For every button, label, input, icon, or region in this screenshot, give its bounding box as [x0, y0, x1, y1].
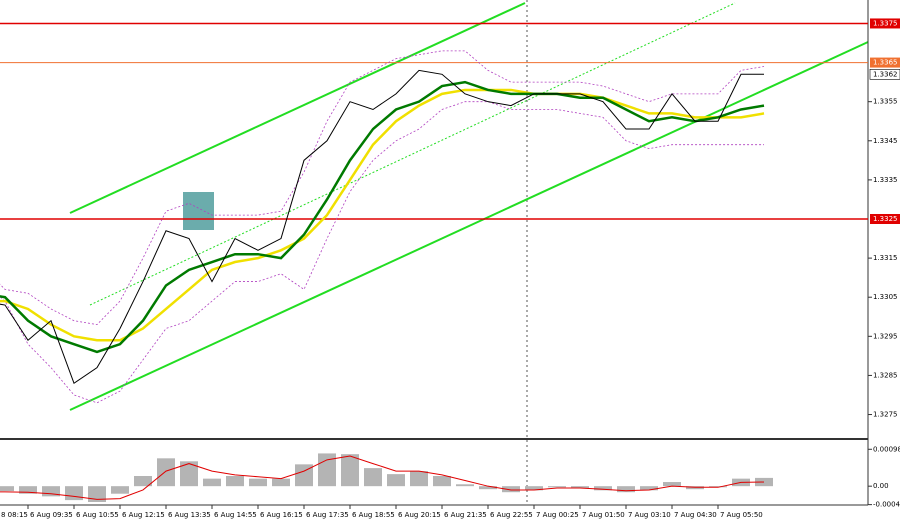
- signal-line: [0, 455, 765, 500]
- level-label: 1.3375: [873, 19, 898, 27]
- histogram-bar: [19, 486, 37, 494]
- channel-upper: [69, 2, 526, 214]
- current-price-label: 1.3362: [873, 70, 898, 78]
- highlight-box: [183, 192, 214, 230]
- histogram-bar: [433, 476, 451, 487]
- histogram-bar: [226, 476, 244, 487]
- histogram-bar: [180, 461, 198, 487]
- y-tick-label: 1.3315: [873, 254, 898, 262]
- overlays: [69, 0, 869, 505]
- histogram-bar: [134, 476, 152, 487]
- channel-lower: [69, 41, 869, 411]
- level-label-box: [870, 214, 900, 224]
- x-tick-label: 6 Aug 18:55: [352, 511, 395, 519]
- histogram-bar: [0, 486, 14, 492]
- histogram-bar: [525, 486, 543, 491]
- x-tick-label: 6 Aug 10:55: [76, 511, 119, 519]
- histogram-bar: [387, 474, 405, 487]
- histogram-bar: [249, 478, 267, 487]
- histogram-bar: [663, 482, 681, 487]
- histogram-bar: [295, 464, 313, 487]
- histogram-bar: [617, 486, 635, 493]
- channel-mid: [89, 2, 736, 306]
- histogram-bar: [456, 484, 474, 487]
- histogram-bar: [111, 486, 129, 494]
- y-tick-label: 0.00: [873, 482, 889, 490]
- x-tick-label: 7 Aug 05:50: [720, 511, 763, 519]
- series-line: [0, 80, 765, 354]
- level-label-box: [870, 18, 900, 29]
- x-tick-label: 6 Aug 12:15: [122, 511, 165, 519]
- histogram-bar: [479, 486, 497, 490]
- x-tick-label: 6 Aug 09:35: [30, 511, 73, 519]
- histogram-bar: [157, 458, 175, 487]
- level-label: 1.3325: [873, 215, 898, 223]
- y-tick-label: 1.3285: [873, 371, 898, 379]
- x-tick-label: 7 Aug 00:25: [536, 511, 579, 519]
- x-tick-label: 7 Aug 03:10: [628, 511, 671, 519]
- x-tick-label: 6 Aug 22:55: [490, 511, 533, 519]
- x-tick-label: 8 08:15: [1, 511, 28, 519]
- histogram-bar: [65, 486, 83, 501]
- series-line: [0, 69, 764, 385]
- x-tick-label: 6 Aug 21:35: [444, 511, 487, 519]
- x-tick-label: 6 Aug 17:35: [306, 511, 349, 519]
- histogram-bar: [42, 486, 60, 497]
- x-tick-label: 6 Aug 16:15: [260, 511, 303, 519]
- y-tick-label: 1.3275: [873, 411, 898, 419]
- y-tick-label: 1.3305: [873, 293, 898, 301]
- histogram-bar: [548, 486, 566, 488]
- histogram-bar: [364, 468, 382, 487]
- y-tick-label: -0.00049: [873, 501, 900, 509]
- y-tick-label: 1.3355: [873, 98, 898, 106]
- histogram-bar: [341, 454, 359, 487]
- x-tick-label: 6 Aug 13:35: [168, 511, 211, 519]
- histogram-bar: [410, 471, 428, 487]
- histogram-bar: [571, 486, 589, 489]
- histogram-bar: [88, 486, 106, 502]
- level-label-box: [870, 57, 900, 68]
- y-tick-label: 1.3345: [873, 137, 898, 145]
- histogram-bar: [272, 478, 290, 487]
- level-label: 1.3365: [873, 59, 898, 67]
- histogram-bar: [640, 486, 658, 491]
- histogram-bar: [502, 486, 520, 493]
- histogram-bar: [755, 477, 773, 487]
- y-tick-label: 1.3335: [873, 176, 898, 184]
- y-tick-label: 1.3295: [873, 332, 898, 340]
- x-tick-label: 6 Aug 20:15: [398, 511, 441, 519]
- x-tick-label: 6 Aug 14:55: [214, 511, 257, 519]
- series-line: [0, 101, 764, 404]
- histogram-bar: [709, 486, 727, 488]
- x-tick-label: 7 Aug 01:50: [582, 511, 625, 519]
- current-price-box: [869, 69, 900, 80]
- x-tick-label: 7 Aug 04:30: [674, 511, 717, 519]
- histogram-bar: [203, 478, 221, 487]
- series-line: [0, 88, 765, 342]
- histogram-bar: [594, 486, 612, 491]
- y-tick-label: 0.00098: [873, 445, 900, 453]
